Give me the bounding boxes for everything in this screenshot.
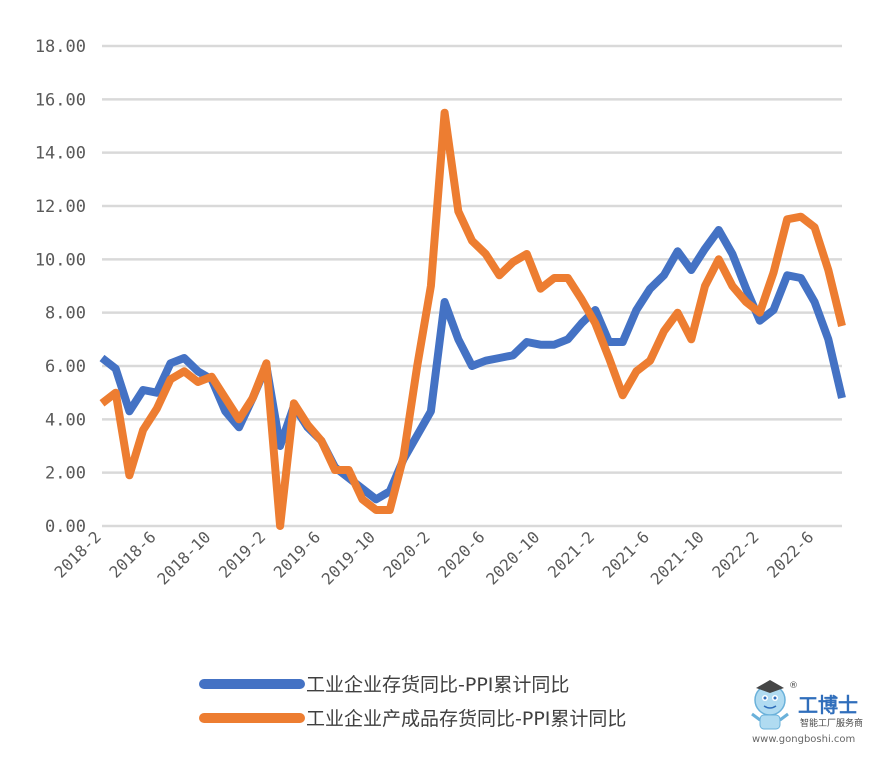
y-tick-label: 12.00 [35,197,86,217]
brand-watermark: ® 工博士 智能工厂服务商 www.gongboshi.com [751,680,863,745]
y-tick-label: 8.00 [45,304,86,324]
watermark-brand-subtitle: 智能工厂服务商 [800,717,863,729]
x-tick-label: 2022-2 [708,527,762,581]
y-tick-label: 6.00 [45,357,86,377]
y-tick-label: 10.00 [35,250,86,270]
watermark-brand-url: www.gongboshi.com [752,734,855,745]
watermark-registered-mark: ® [789,681,798,691]
x-tick-label: 2021-6 [599,527,653,581]
x-tick-label: 2020-10 [482,527,543,588]
series-line-1 [99,226,846,504]
y-tick-label: 2.00 [45,464,86,484]
series-lines [99,108,846,530]
watermark-brand-title: 工博士 [798,693,858,717]
y-tick-label: 18.00 [35,37,86,57]
x-tick-label: 2018-10 [153,527,214,588]
y-tick-label: 4.00 [45,410,86,430]
y-tick-label: 16.00 [35,90,86,110]
x-tick-label: 2019-6 [270,527,324,581]
legend-label-series-2: 工业企业产成品存货同比-PPI累计同比 [306,708,626,730]
gridlines [102,44,842,528]
x-tick-label: 2018-6 [105,527,159,581]
x-tick-label: 2020-2 [379,527,433,581]
x-tick-label: 2021-2 [544,527,598,581]
y-tick-label: 14.00 [35,144,86,164]
x-tick-label: 2022-6 [763,527,817,581]
series-line-2 [99,108,846,530]
y-tick-label: 0.00 [45,517,86,537]
x-tick-label: 2020-6 [434,527,488,581]
legend: 工业企业存货同比-PPI累计同比 工业企业产成品存货同比-PPI累计同比 [199,674,626,730]
y-axis: 0.00 2.00 4.00 6.00 8.00 10.00 12.00 14.00 16.00… [35,37,86,537]
x-tick-label: 2019-10 [318,527,379,588]
x-tick-label: 2021-10 [647,527,708,588]
legend-label-series-1: 工业企业存货同比-PPI累计同比 [306,674,569,696]
robot-mascot-icon [751,680,789,730]
x-tick-label: 2019-2 [215,527,269,581]
